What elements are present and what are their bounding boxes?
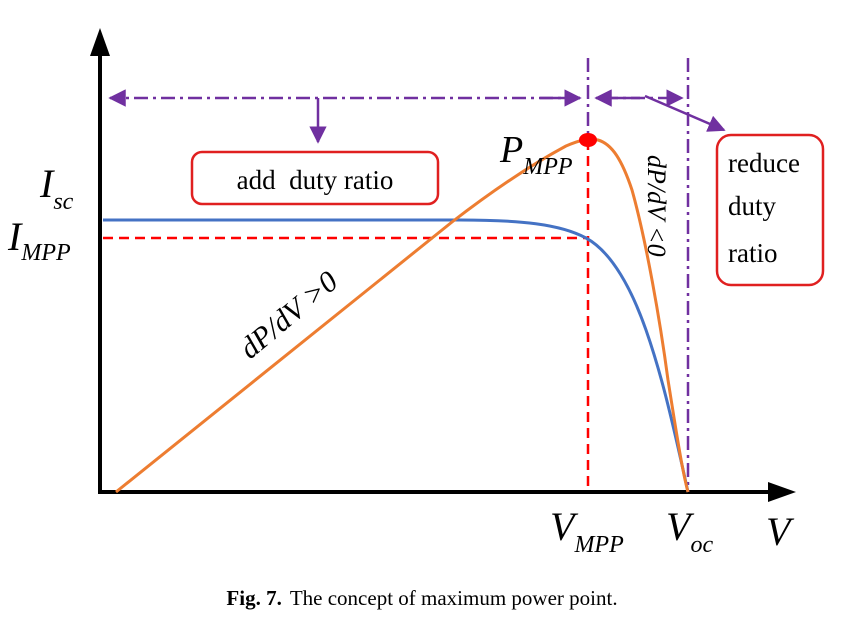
purple-guides xyxy=(108,58,726,492)
isc-label: Isc xyxy=(39,161,74,215)
figure-number: Fig. 7. xyxy=(226,586,282,610)
y-axis-arrow-icon xyxy=(90,28,110,56)
impp-label: IMPP xyxy=(7,214,71,266)
mpp-reference-lines xyxy=(103,140,590,492)
add-duty-box xyxy=(190,150,440,206)
reduce-line-1: reduce xyxy=(728,148,800,178)
mpp-point xyxy=(579,133,597,147)
reduce-duty-box xyxy=(715,133,825,287)
v-axis-label: V xyxy=(766,509,795,554)
reduce-pointer-arrow xyxy=(644,94,726,132)
x-axis-arrow-icon xyxy=(768,482,796,502)
left-slope-label: dP/dV >0 xyxy=(233,265,344,366)
figure-caption-text: The concept of maximum power point. xyxy=(289,586,618,610)
voc-label: Voc xyxy=(666,504,713,558)
figure-caption: Fig. 7. The concept of maximum power poin… xyxy=(0,586,844,611)
axes xyxy=(90,28,796,502)
iv-curve xyxy=(103,218,690,493)
reduce-line-3: ratio xyxy=(728,238,777,268)
pmpp-label: PMPP xyxy=(499,129,573,180)
vmpp-label: VMPP xyxy=(550,504,624,558)
add-duty-label: add duty ratio xyxy=(237,165,394,195)
reduce-line-2: duty xyxy=(728,191,777,221)
pv-curve xyxy=(115,137,690,494)
right-slope-label: dP/dV <0 xyxy=(642,155,671,257)
